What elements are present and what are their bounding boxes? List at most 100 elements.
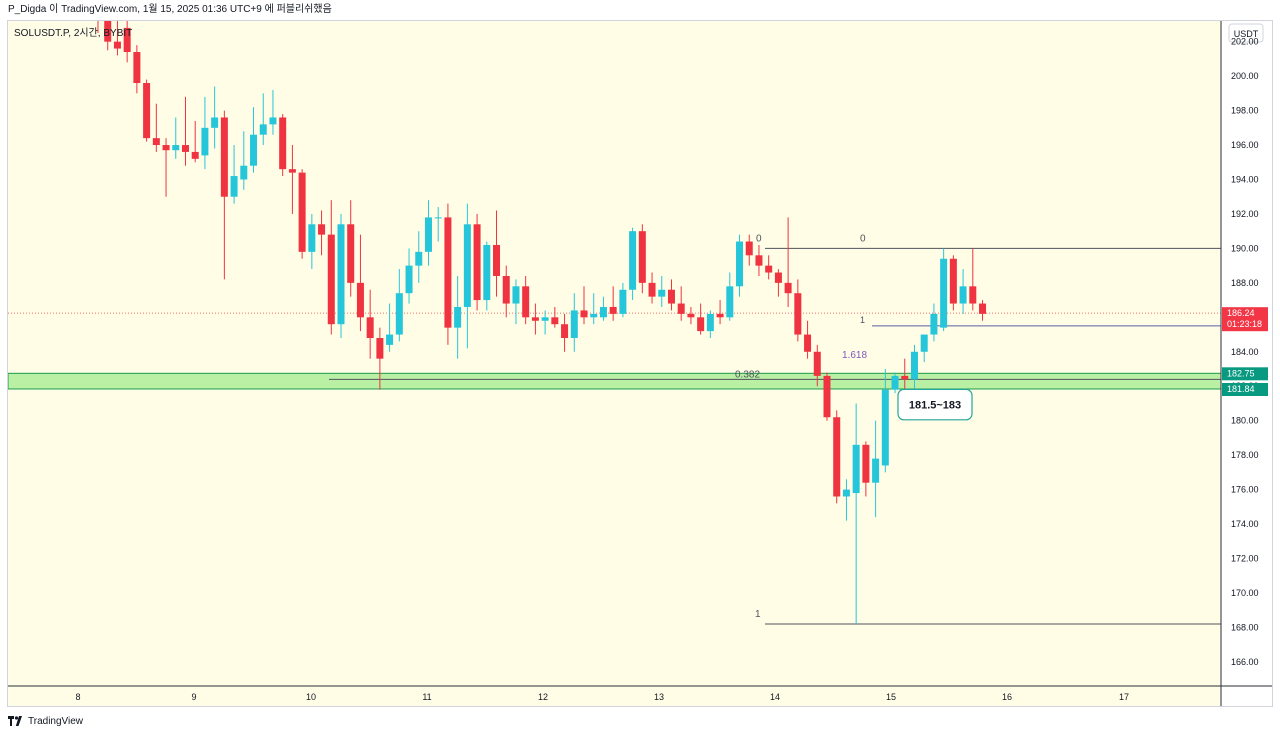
candle-body	[308, 224, 316, 252]
candle-body	[133, 52, 141, 84]
candle-body	[104, 21, 112, 42]
candle-body	[949, 258, 957, 304]
candle	[745, 234, 753, 266]
currency-box	[1228, 23, 1264, 43]
candle	[599, 296, 607, 321]
candle	[191, 120, 199, 163]
candle-body	[629, 231, 637, 290]
candle	[152, 103, 160, 152]
candle	[181, 96, 189, 166]
candle	[658, 275, 666, 307]
x-tick-label: 15	[886, 692, 896, 702]
candle	[852, 403, 860, 624]
candle-body	[561, 324, 569, 338]
y-tick-label: 200.00	[1231, 71, 1259, 81]
fib-label-1: 1	[755, 609, 761, 620]
y-tick-label: 180.00	[1231, 416, 1259, 426]
candle	[434, 207, 442, 242]
candle	[774, 269, 782, 297]
candle	[162, 138, 170, 197]
currency-label: USDT	[1234, 29, 1259, 39]
candle-body	[337, 224, 345, 325]
candle-body	[667, 289, 675, 304]
candle-body	[424, 217, 432, 252]
candle	[910, 344, 918, 394]
candle-body	[327, 234, 335, 325]
candle	[609, 286, 617, 321]
candle-body	[211, 117, 219, 128]
y-tick-label: 176.00	[1231, 485, 1259, 495]
candle-body	[113, 41, 121, 49]
candle-body	[473, 224, 481, 301]
candle	[969, 248, 977, 311]
candle	[619, 282, 627, 318]
x-tick-label: 17	[1119, 692, 1129, 702]
candle-body	[804, 334, 812, 352]
candle-body	[716, 313, 724, 318]
candle	[638, 224, 646, 294]
candle	[269, 89, 277, 135]
candle	[240, 131, 248, 190]
candle-body	[181, 145, 189, 152]
author-name[interactable]: P_Digda	[8, 4, 47, 15]
candle	[201, 96, 209, 170]
candle	[104, 21, 112, 51]
candle	[667, 279, 675, 311]
candle	[833, 410, 841, 504]
candle	[337, 213, 345, 338]
candle-body	[483, 244, 491, 301]
tradingview-logo-icon	[8, 716, 22, 726]
y-tick-label: 166.00	[1231, 657, 1259, 667]
candle	[842, 479, 850, 521]
chart-frame[interactable]: 0 0 1 0.382 1.618 1 181.5~183 SOLUSDT.P, 2시간, …	[7, 20, 1273, 707]
candle-body	[318, 224, 326, 235]
candle	[920, 334, 928, 363]
x-tick-label: 8	[75, 692, 80, 702]
candle	[522, 275, 530, 325]
zone-top-label-bg	[1222, 367, 1268, 381]
candle	[794, 279, 802, 342]
candle	[629, 227, 637, 301]
candle	[736, 234, 744, 297]
candle-body	[677, 303, 685, 314]
candle-body	[910, 351, 918, 380]
candle	[230, 145, 238, 204]
candlestick-chart[interactable]: 0 0 1 0.382 1.618 1 181.5~183 SOLUSDT.P, 2시간, …	[8, 21, 1272, 706]
candle-body	[619, 289, 627, 314]
candle	[288, 145, 296, 214]
candle	[259, 93, 267, 146]
y-tick-label: 188.00	[1231, 278, 1259, 288]
candle-body	[143, 83, 151, 139]
zone-bottom-label-bg	[1222, 382, 1268, 396]
fib-label-1-second: 1	[860, 315, 865, 325]
candle	[940, 248, 948, 332]
price-axis	[1221, 21, 1272, 706]
y-tick-label: 190.00	[1231, 243, 1259, 253]
candle	[979, 300, 987, 321]
candle-body	[969, 286, 977, 304]
candle-body	[230, 176, 238, 197]
candle	[930, 303, 938, 342]
candle-body	[152, 138, 160, 146]
callout-box	[897, 388, 973, 421]
candle	[386, 303, 394, 352]
callout-text: 181.5~183	[909, 400, 961, 412]
candle	[697, 303, 705, 335]
y-tick-label: 168.00	[1231, 622, 1259, 632]
candle	[590, 293, 598, 325]
candle	[123, 21, 131, 63]
y-tick-label: 178.00	[1231, 450, 1259, 460]
candle-body	[250, 134, 258, 166]
candle-body	[833, 417, 841, 497]
candle	[220, 110, 228, 280]
candle	[716, 300, 724, 325]
y-tick-label: 172.00	[1231, 554, 1259, 564]
candle	[804, 320, 812, 359]
candle-body	[395, 293, 403, 335]
footer-brand[interactable]: TradingView	[8, 713, 83, 729]
candle	[561, 313, 569, 352]
candle-body	[347, 224, 355, 283]
candle	[493, 210, 501, 297]
candle-body	[551, 317, 559, 325]
candle	[250, 107, 258, 173]
